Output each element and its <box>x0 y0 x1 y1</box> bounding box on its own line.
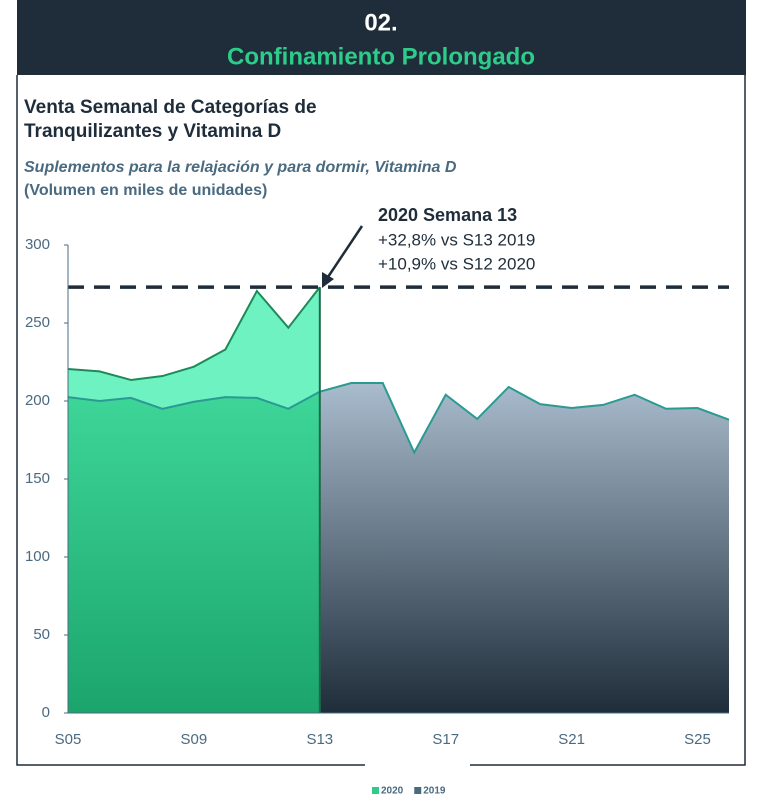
area <box>320 383 729 713</box>
subtitle: Suplementos para la relajación y para do… <box>24 159 457 176</box>
y-tick-label: 50 <box>33 626 50 643</box>
y-tick-label: 150 <box>25 470 50 487</box>
line <box>67 286 321 381</box>
annotation-arrowhead <box>322 272 334 288</box>
annotation-title: 2020 Semana 13 <box>378 205 517 225</box>
chart-title: Venta Semanal de Categorías de <box>24 97 317 118</box>
header-number: 02. <box>364 9 397 36</box>
legend-swatch <box>372 787 379 794</box>
chart-title: Tranquilizantes y Vitamina D <box>24 121 281 142</box>
legend-label: 2019 <box>423 786 446 797</box>
x-tick-label: S21 <box>558 731 585 748</box>
x-tick-label: S05 <box>55 731 82 748</box>
header-title: Confinamiento Prolongado <box>227 43 535 70</box>
x-tick-label: S13 <box>306 731 333 748</box>
annotation-line: +10,9% vs S12 2020 <box>378 254 535 273</box>
y-tick-label: 0 <box>42 704 50 721</box>
x-tick-label: S09 <box>181 731 208 748</box>
y-tick-label: 200 <box>25 392 50 409</box>
area <box>68 391 320 713</box>
header-bar <box>17 0 746 75</box>
line <box>67 382 730 455</box>
unit-label: (Volumen en miles de unidades) <box>24 182 267 199</box>
annotation-line: +32,8% vs S13 2019 <box>378 230 535 249</box>
y-tick-label: 250 <box>25 314 50 331</box>
legend-swatch <box>414 787 422 794</box>
x-tick-label: S17 <box>432 731 459 748</box>
annotation-arrow <box>324 225 364 281</box>
frame <box>16 75 365 766</box>
legend-label: 2020 <box>381 786 404 797</box>
y-tick-label: 300 <box>25 236 50 253</box>
x-tick-label: S25 <box>684 731 711 748</box>
y-tick-label: 100 <box>25 548 50 565</box>
frame <box>470 75 746 766</box>
